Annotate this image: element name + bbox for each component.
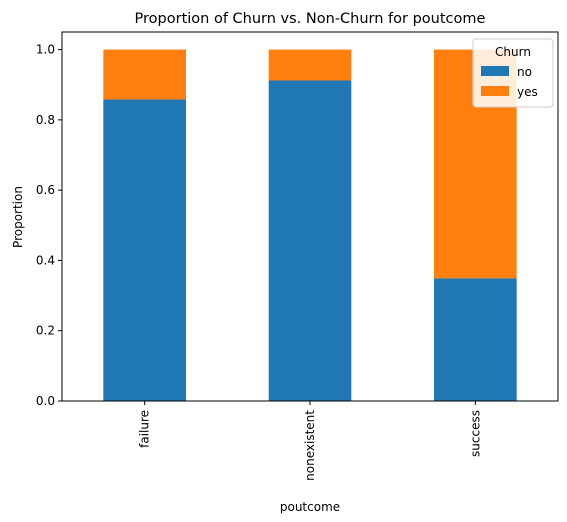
x-tick-label-nonexistent: nonexistent bbox=[303, 410, 317, 481]
bar-no-success bbox=[434, 278, 517, 401]
y-axis: 0.0 0.2 0.4 0.6 0.8 1.0 bbox=[36, 43, 62, 408]
bar-no-nonexistent bbox=[268, 80, 352, 402]
bar-no-failure bbox=[103, 99, 186, 401]
bar-yes-failure bbox=[103, 49, 186, 100]
x-tick-label-failure: failure bbox=[138, 410, 152, 448]
x-axis: failure nonexistent success bbox=[138, 401, 482, 481]
y-tick-label: 0.2 bbox=[36, 324, 55, 338]
bars-layer bbox=[103, 49, 517, 402]
legend: Churn no yes bbox=[472, 38, 554, 108]
y-tick-label: 1.0 bbox=[36, 43, 55, 57]
x-axis-label: poutcome bbox=[280, 500, 340, 514]
y-tick-label: 0.0 bbox=[36, 394, 55, 408]
y-tick-label: 0.4 bbox=[36, 253, 55, 267]
y-tick-label: 0.6 bbox=[36, 183, 55, 197]
legend-label-no: no bbox=[517, 65, 532, 79]
chart-title: Proportion of Churn vs. Non-Churn for po… bbox=[135, 11, 486, 27]
legend-swatch-yes bbox=[481, 86, 509, 96]
y-axis-label: Proportion bbox=[11, 186, 25, 248]
legend-swatch-no bbox=[481, 66, 509, 76]
y-tick-label: 0.8 bbox=[36, 113, 55, 127]
legend-label-yes: yes bbox=[517, 85, 538, 99]
x-tick-label-success: success bbox=[468, 410, 482, 457]
plot-frame bbox=[61, 31, 559, 402]
legend-title: Churn bbox=[495, 45, 531, 59]
bar-yes-nonexistent bbox=[268, 49, 352, 81]
